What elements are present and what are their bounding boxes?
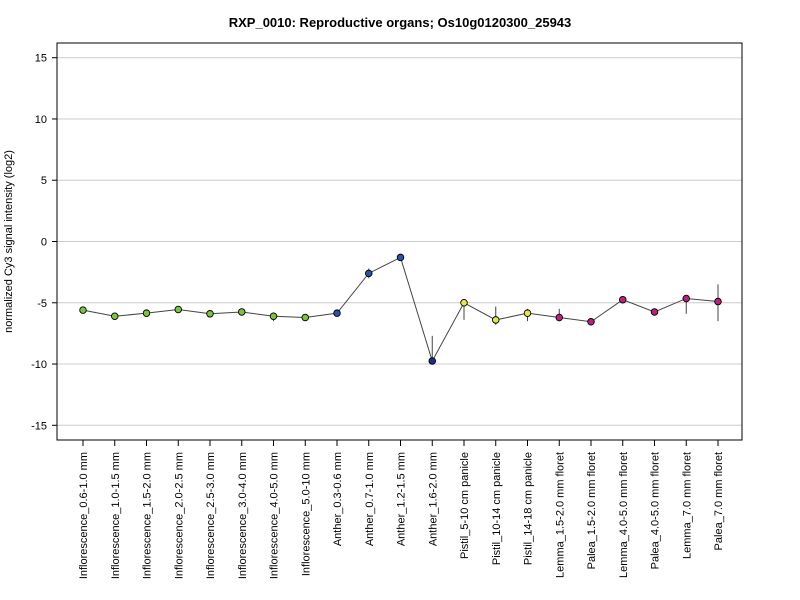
y-tick-label: 10 bbox=[35, 114, 47, 126]
x-tick-label: Inflorescence_1.0-1.5 mm bbox=[110, 452, 122, 579]
x-tick-label: Anther_0.3-0.6 mm bbox=[332, 452, 344, 546]
x-tick-label: Lemma_4.0-5.0 mm floret bbox=[618, 452, 630, 578]
x-tick-label: Inflorescence_5.0-10 mm bbox=[300, 452, 312, 576]
y-tick-label: -15 bbox=[31, 420, 47, 432]
x-tick-label: Inflorescence_4.0-5.0 mm bbox=[269, 452, 281, 579]
data-point bbox=[301, 313, 310, 322]
x-tick-label: Pistil_14-18 cm panicle bbox=[523, 452, 535, 565]
data-point bbox=[333, 309, 341, 317]
data-point bbox=[555, 313, 564, 322]
data-point bbox=[523, 309, 532, 317]
chart-title: RXP_0010: Reproductive organs; Os10g0120… bbox=[229, 15, 572, 30]
data-point bbox=[619, 295, 627, 304]
y-tick-label: -5 bbox=[37, 298, 47, 310]
x-tick-label: Lemma_7.0 mm floret bbox=[681, 452, 693, 559]
x-tick-label: Anther_0.7-1.0 mm bbox=[364, 452, 376, 546]
data-point bbox=[206, 310, 214, 318]
y-tick-label: -10 bbox=[31, 359, 47, 371]
data-point bbox=[460, 299, 468, 307]
data-point bbox=[714, 297, 722, 306]
x-tick-label: Anther_1.2-1.5 mm bbox=[396, 452, 408, 546]
data-point bbox=[492, 316, 500, 324]
x-tick-label: Lemma_1.5-2.0 mm floret bbox=[554, 452, 566, 578]
y-tick-label: 0 bbox=[41, 237, 47, 249]
data-point bbox=[269, 312, 278, 320]
x-tick-label: Palea_4.0-5.0 mm floret bbox=[650, 452, 662, 569]
y-axis-label: normalized Cy3 signal intensity (log2) bbox=[3, 150, 15, 333]
data-point bbox=[79, 306, 87, 314]
data-points bbox=[79, 253, 722, 365]
data-point bbox=[142, 309, 151, 317]
gridlines bbox=[57, 57, 742, 426]
y-axis: -15 -10 -5 0 5 10 15 bbox=[31, 53, 57, 432]
x-tick-label: Inflorescence_1.5-2.0 mm bbox=[142, 452, 154, 579]
data-point bbox=[396, 253, 405, 262]
x-tick-label: Palea_7.0 mm floret bbox=[713, 452, 725, 550]
data-point bbox=[682, 294, 691, 303]
y-tick-label: 15 bbox=[35, 53, 47, 65]
x-tick-label: Inflorescence_0.6-1.0 mm bbox=[78, 452, 90, 579]
x-axis: Inflorescence_0.6-1.0 mm Inflorescence_1.… bbox=[78, 440, 725, 579]
y-tick-label: 5 bbox=[41, 175, 47, 187]
data-point bbox=[110, 312, 119, 320]
data-point bbox=[237, 308, 246, 316]
x-tick-label: Palea_1.5-2.0 mm floret bbox=[586, 452, 598, 569]
x-tick-label: Inflorescence_3.0-4.0 mm bbox=[237, 452, 249, 579]
x-tick-label: Pistil_5-10 cm panicle bbox=[459, 452, 471, 559]
x-tick-label: Inflorescence_2.5-3.0 mm bbox=[205, 452, 217, 579]
data-point bbox=[365, 269, 373, 278]
data-point bbox=[587, 318, 595, 326]
data-point bbox=[650, 308, 659, 316]
data-point bbox=[428, 357, 437, 365]
data-point bbox=[174, 305, 182, 314]
x-tick-label: Pistil_10-14 cm panicle bbox=[491, 452, 503, 565]
x-tick-label: Anther_1.6-2.0 mm bbox=[427, 452, 439, 546]
x-tick-label: Inflorescence_2.0-2.5 mm bbox=[173, 452, 185, 579]
